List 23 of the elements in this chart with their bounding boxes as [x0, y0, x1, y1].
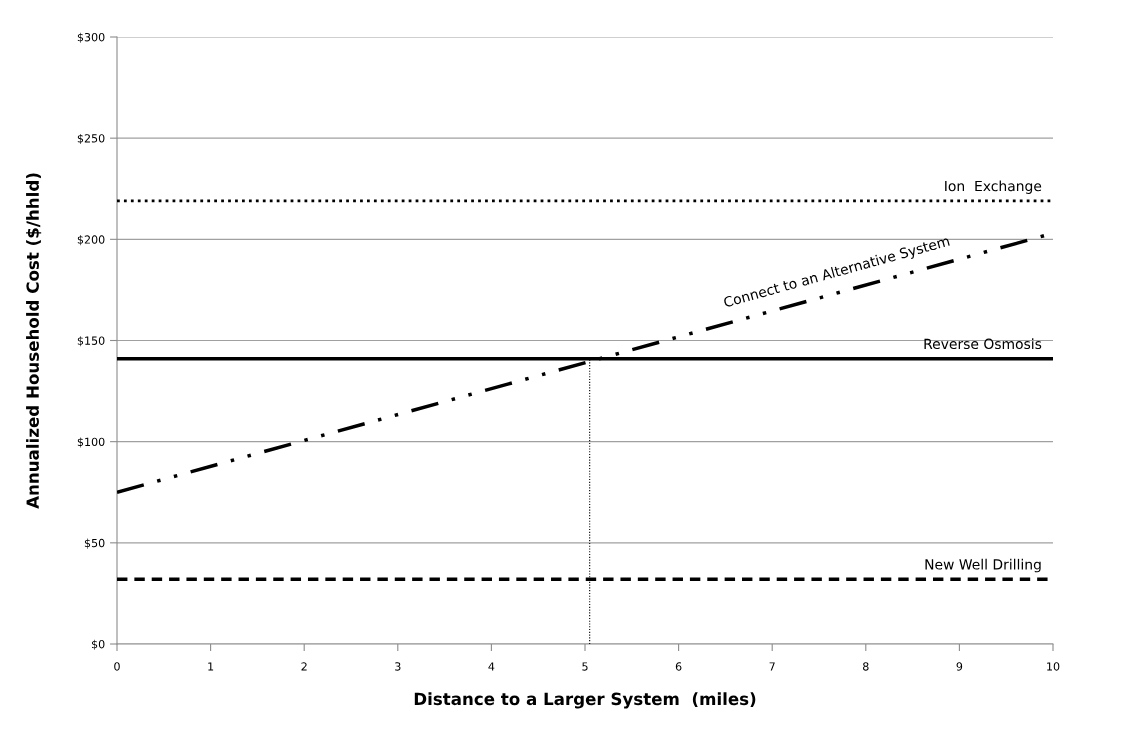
- x-tick-label: 3: [395, 662, 401, 671]
- x-tick-label: 5: [582, 662, 588, 671]
- x-tick-label: 1: [208, 662, 214, 671]
- x-tick-label: 8: [863, 662, 869, 671]
- x-axis-title: Distance to a Larger System (miles): [414, 692, 756, 709]
- x-tick-label: 4: [488, 662, 495, 671]
- series-label: New Well Drilling: [925, 558, 1041, 573]
- y-tick-label: $50: [84, 538, 105, 549]
- y-tick-label: $100: [77, 437, 105, 448]
- series-label: Reverse Osmosis: [924, 338, 1042, 350]
- x-tick-label: 6: [675, 662, 682, 671]
- series-label: Ion Exchange: [945, 180, 1042, 194]
- y-tick-label: $200: [77, 235, 105, 246]
- y-tick-label: $0: [91, 639, 105, 650]
- y-tick-label: $250: [77, 133, 105, 145]
- y-tick-label: $300: [77, 32, 105, 43]
- x-tick-label: 7: [769, 662, 775, 671]
- y-axis-title: Annualized Household Cost ($/hhld): [26, 173, 42, 509]
- x-tick-label: 0: [114, 662, 120, 671]
- x-tick-label: 10: [1047, 662, 1060, 671]
- y-tick-label: $150: [77, 336, 105, 347]
- x-tick-label: 2: [301, 662, 307, 671]
- x-tick-label: 9: [956, 662, 963, 671]
